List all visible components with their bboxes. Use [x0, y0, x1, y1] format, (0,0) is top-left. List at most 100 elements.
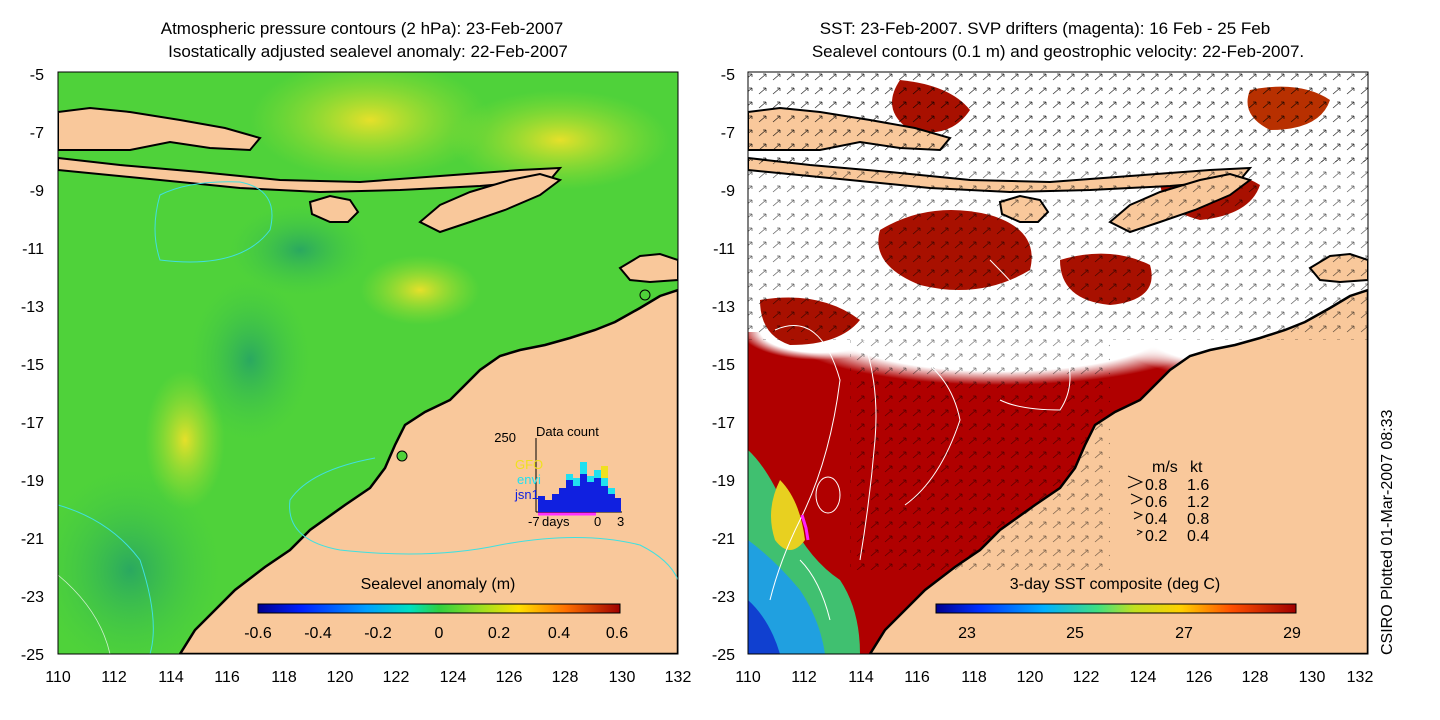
sealevel-contour [989, 259, 1071, 411]
speed-arrow-icon [1133, 511, 1144, 520]
speed-row-ms: 0.2 [1145, 528, 1167, 545]
y-tick-label: -23 [21, 589, 44, 606]
x-tick-label: 130 [1299, 669, 1326, 686]
sst-map [748, 72, 1368, 654]
pressure-contour [289, 457, 678, 581]
x-tick-label: 114 [848, 669, 874, 686]
x-tick-label: 122 [1073, 669, 1100, 686]
left-panel: Atmospheric pressure contours (2 hPa): 2… [21, 19, 692, 686]
left-y-axis: -5 -7 -9 -11 -13 -15 -17 -19 -21 -23 -25 [21, 67, 44, 664]
x-tick-label: 130 [609, 669, 636, 686]
tanimbar-island [618, 252, 678, 284]
pressure-contour [58, 504, 154, 654]
inset-legend-gfo: GFO [515, 457, 543, 472]
inset-x-right: 3 [617, 514, 624, 529]
speed-arrow-icon [1136, 529, 1144, 536]
svp-drifter-track [800, 514, 810, 541]
sealevel-contour [904, 349, 961, 506]
sst-colorbar-tick: 25 [1066, 625, 1084, 642]
y-tick-label: -7 [30, 125, 44, 142]
speed-arrow-icon [1127, 475, 1144, 489]
x-tick-label: 132 [1347, 669, 1374, 686]
left-title-line1: Atmospheric pressure contours (2 hPa): 2… [161, 19, 564, 38]
inset-legend-jsn1: jsn1 [514, 487, 539, 502]
x-tick-label: 114 [158, 669, 184, 686]
x-tick-label: 126 [496, 669, 523, 686]
y-tick-label: -21 [712, 531, 735, 548]
y-tick-label: -11 [713, 241, 735, 258]
inset-x-left: -7 [528, 514, 540, 529]
pressure-contour [58, 574, 111, 654]
left-title-line2: Isostatically adjusted sealevel anomaly:… [168, 42, 568, 61]
inset-title: Data count [536, 424, 599, 439]
speed-arrow-icon [1130, 493, 1144, 505]
speed-row-ms: 0.4 [1145, 511, 1167, 528]
sst-cool-region [748, 600, 780, 654]
x-tick-label: 118 [961, 669, 987, 686]
y-tick-label: -19 [712, 473, 735, 490]
anomaly-low-region [190, 280, 310, 440]
tide-gauge-marker [396, 450, 408, 462]
velocity-scale-legend: m/s kt 0.8 1.6 0.6 1.2 0.4 0.8 0.2 0.4 [1127, 459, 1209, 545]
sealevel-colorbar-tick: 0.4 [548, 625, 570, 642]
sst-colorbar-gradient [935, 603, 1297, 614]
x-tick-label: 112 [791, 669, 817, 686]
sealevel-anomaly-map [58, 72, 678, 654]
speed-header-kt: kt [1190, 459, 1203, 476]
java-bali-island [58, 106, 262, 152]
x-tick-label: 120 [327, 669, 354, 686]
x-tick-label: 118 [271, 669, 297, 686]
x-tick-label: 116 [214, 669, 240, 686]
y-tick-label: -11 [22, 241, 44, 258]
right-map-frame [747, 71, 1369, 655]
tide-gauge-marker [639, 289, 651, 301]
y-tick-label: -15 [712, 357, 735, 374]
sealevel-colorbar-tick: 0.6 [606, 625, 628, 642]
y-tick-label: -17 [21, 415, 44, 432]
x-tick-label: 112 [101, 669, 127, 686]
plot-credit-caption: CSIRO Plotted 01-Mar-2007 08:33 [1379, 409, 1396, 655]
x-tick-label: 110 [735, 669, 761, 686]
y-tick-label: -13 [21, 299, 44, 316]
y-tick-label: -15 [21, 357, 44, 374]
inset-y-max-label: 250 [494, 430, 516, 445]
inset-legend-envi: envi [517, 472, 541, 487]
y-tick-label: -17 [712, 415, 735, 432]
right-title-line1: SST: 23-Feb-2007. SVP drifters (magenta)… [820, 19, 1270, 38]
sealevel-colorbar-tick: 0.2 [488, 625, 510, 642]
sealevel-colorbar-tick: -0.6 [244, 625, 272, 642]
right-title-line2: Sealevel contours (0.1 m) and geostrophi… [812, 42, 1304, 61]
x-tick-label: 110 [45, 669, 71, 686]
sealevel-contour [815, 476, 841, 514]
speed-row-kt: 0.8 [1187, 511, 1209, 528]
left-x-axis: 110 112 114 116 118 120 122 124 126 128 … [45, 669, 691, 686]
sst-colorbar-tick: 29 [1283, 625, 1301, 642]
speed-row-ms: 0.8 [1145, 477, 1167, 494]
anomaly-high-region [360, 255, 480, 325]
speed-row-kt: 0.4 [1187, 528, 1209, 545]
y-tick-label: -23 [712, 589, 735, 606]
timor-island [418, 172, 563, 234]
sealevel-colorbar-tick: -0.2 [364, 625, 392, 642]
y-tick-label: -5 [721, 67, 735, 84]
sst-colorbar: 3-day SST composite (deg C) 23 25 27 29 [935, 576, 1301, 642]
pressure-contour [154, 181, 273, 263]
x-tick-label: 122 [383, 669, 410, 686]
y-tick-label: -25 [712, 647, 735, 664]
velocity-vectors [850, 340, 1110, 570]
y-tick-label: -9 [30, 183, 44, 200]
sumba-island [308, 194, 360, 223]
x-tick-label: 132 [665, 669, 692, 686]
sealevel-colorbar: Sealevel anomaly (m) -0.6 -0.4 -0.2 0 0.… [244, 576, 628, 642]
right-panel: SST: 23-Feb-2007. SVP drifters (magenta)… [712, 19, 1374, 686]
x-tick-label: 128 [552, 669, 579, 686]
australia-landmass [178, 288, 678, 654]
x-tick-label: 128 [1242, 669, 1269, 686]
sealevel-colorbar-tick: -0.4 [304, 625, 332, 642]
sealevel-contour [769, 325, 841, 601]
velocity-vectors [748, 72, 1368, 162]
sealevel-contour [859, 329, 877, 561]
right-x-axis: 110 112 114 116 118 120 122 124 126 128 … [735, 669, 1373, 686]
anomaly-high-region [450, 90, 670, 190]
